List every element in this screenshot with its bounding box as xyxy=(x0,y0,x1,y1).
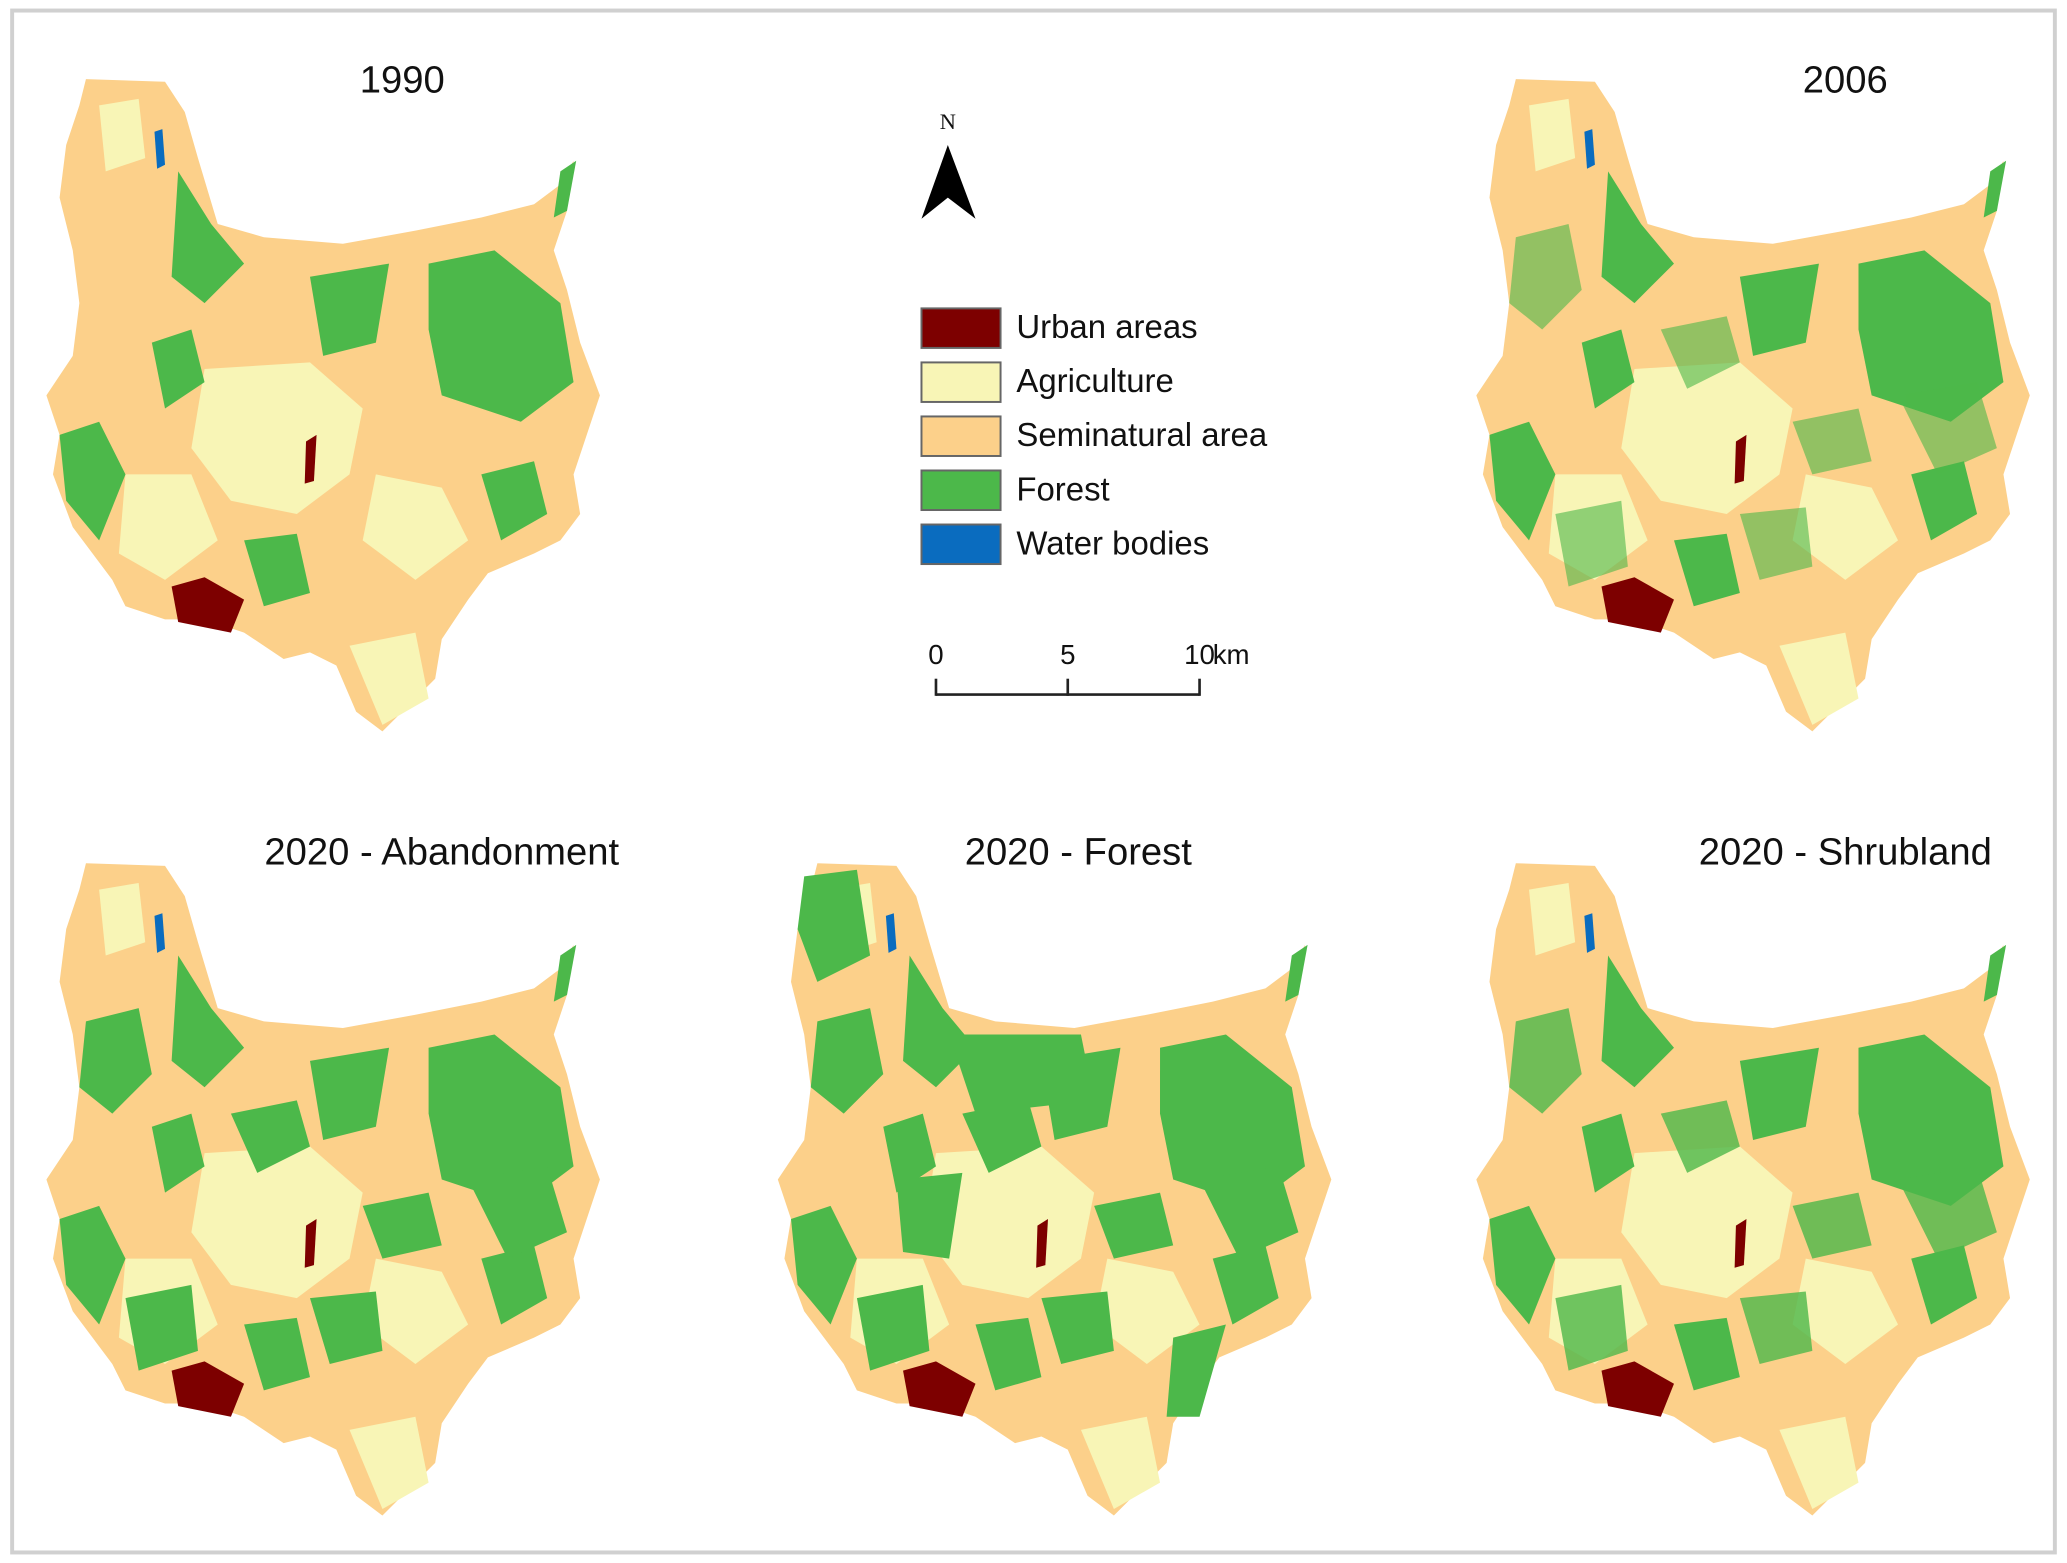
scale-label: 10 xyxy=(1184,639,1215,670)
legend-swatch xyxy=(920,307,1002,349)
panel-title: 2020 - Shrubland xyxy=(1699,831,1992,874)
legend: Urban areas Agriculture Seminatural area Fo… xyxy=(920,307,1268,566)
map-1990 xyxy=(46,79,600,732)
north-label: N xyxy=(940,109,956,134)
panel-title: 2020 - Forest xyxy=(965,831,1193,874)
panel-title: 1990 xyxy=(360,58,445,101)
scale-label: 5 xyxy=(1060,639,1075,670)
panel-title: 2006 xyxy=(1803,58,1888,101)
legend-label: Agriculture xyxy=(1016,362,1173,399)
legend-label: Urban areas xyxy=(1016,308,1197,345)
north-arrow xyxy=(921,144,976,219)
legend-swatch xyxy=(920,415,1002,457)
scale-label: 0 xyxy=(928,639,943,670)
legend-swatch xyxy=(920,469,1002,512)
frame xyxy=(10,8,2057,1555)
legend-swatch xyxy=(920,361,1002,403)
legend-swatch xyxy=(920,523,1002,566)
scale-unit: km xyxy=(1213,639,1250,670)
legend-label: Seminatural area xyxy=(1016,416,1268,453)
legend-label: Water bodies xyxy=(1016,524,1209,561)
panel-title: 2020 - Abandonment xyxy=(264,831,619,874)
legend-label: Forest xyxy=(1016,470,1109,507)
